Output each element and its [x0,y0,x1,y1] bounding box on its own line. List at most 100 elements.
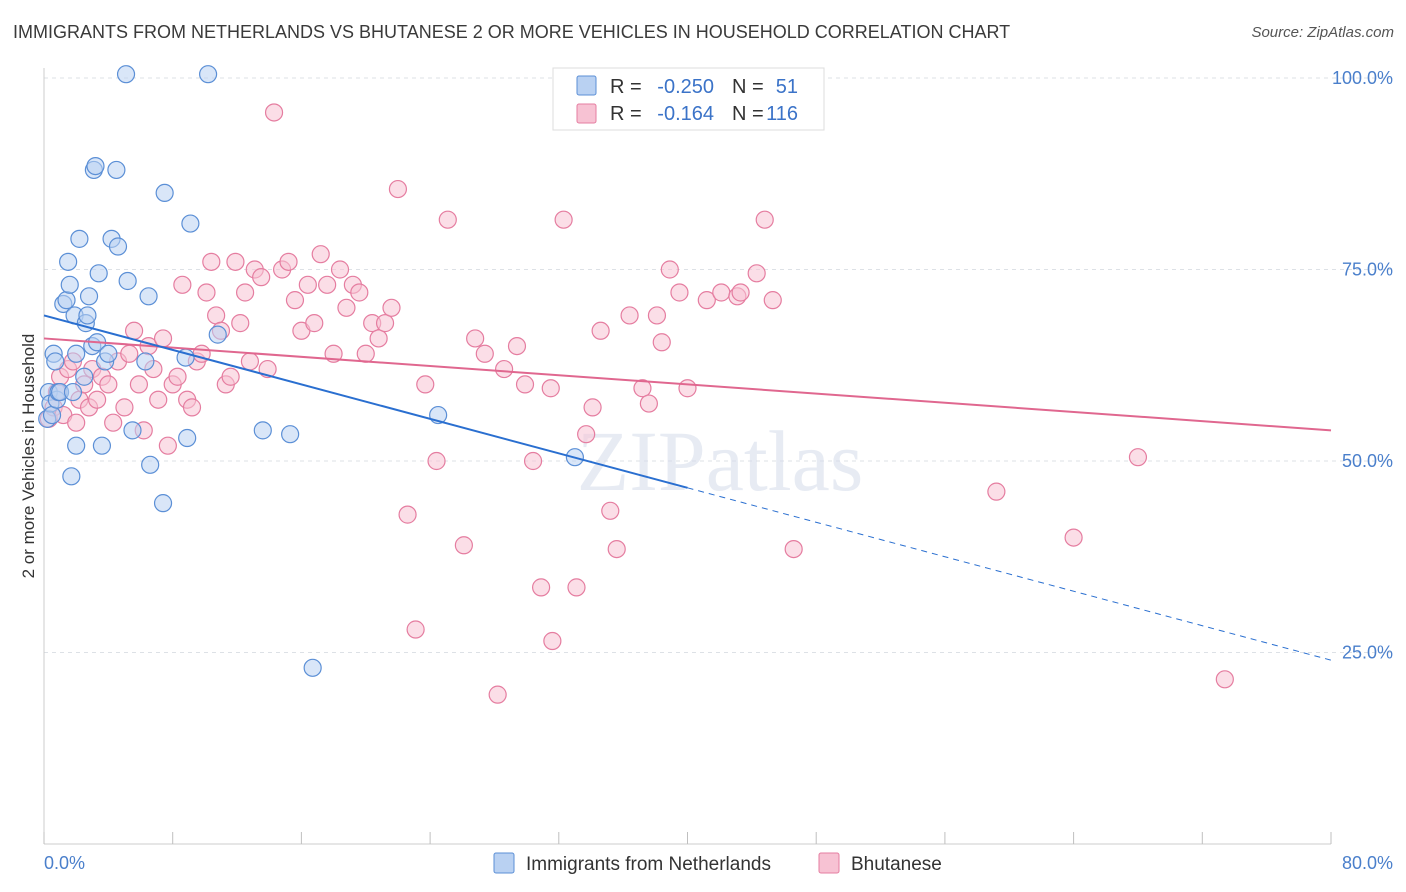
data-point-bhutanese [601,501,620,520]
data-point-bhutanese [755,210,774,229]
data-point-bhutanese [427,451,446,471]
data-point-bhutanese [607,539,626,559]
data-point-bhutanese [382,298,401,317]
data-point-bhutanese [120,344,139,363]
data-point-bhutanese [567,578,586,597]
data-point-bhutanese [350,283,369,302]
data-point-bhutanese [129,375,149,394]
data-point-bhutanese [647,306,667,325]
data-point-netherlands [46,352,65,371]
data-point-bhutanese [207,306,226,325]
x-tick-label: 0.0% [44,853,85,873]
data-point-netherlands [67,344,86,363]
trend-line-netherlands-extension [687,487,1332,661]
data-point-bhutanese [197,283,216,302]
data-point-bhutanese [99,375,118,394]
chart-source: Source: ZipAtlas.com [1251,24,1394,41]
data-point-bhutanese [620,306,639,325]
data-point-bhutanese [67,413,86,432]
data-point-netherlands [281,425,300,444]
data-point-bhutanese [124,321,144,340]
legend-label-netherlands: Immigrants from Netherlands [526,854,771,875]
data-point-netherlands [153,494,173,513]
data-point-netherlands [89,264,108,283]
data-point-netherlands [198,65,218,84]
data-point-bhutanese [784,539,803,559]
data-point-netherlands [178,428,197,448]
data-point-bhutanese [697,291,716,310]
data-point-netherlands [123,421,142,440]
data-point-bhutanese [388,179,408,199]
data-point-bhutanese [318,275,337,294]
data-point-netherlands [107,160,126,180]
data-point-bhutanese [158,436,177,455]
data-point-netherlands [86,156,105,176]
data-point-bhutanese [731,283,750,302]
data-point-netherlands [136,352,155,371]
data-point-bhutanese [115,398,134,417]
data-point-bhutanese [375,314,395,333]
watermark: ZIPatlas [577,413,864,509]
data-point-bhutanese [104,413,123,432]
y-tick-label: 75.0% [1342,260,1393,280]
data-point-netherlands [99,344,118,363]
data-point-bhutanese [153,329,173,348]
stats-swatch-pink [576,103,597,124]
data-point-bhutanese [495,359,514,379]
data-point-bhutanese [298,275,317,294]
data-point-bhutanese [168,367,187,386]
data-point-netherlands [70,229,89,248]
stats-n-label-blue: N = [732,76,764,98]
data-point-netherlands [208,325,227,344]
data-point-bhutanese [240,352,260,371]
data-point-bhutanese [652,333,671,352]
data-point-netherlands [42,405,62,425]
data-point-bhutanese [264,103,284,122]
data-point-bhutanese [279,252,298,271]
trend-lines [43,314,1332,661]
data-point-netherlands [303,658,322,677]
data-point-bhutanese [747,264,766,283]
trend-line-bhutanese [43,337,1332,432]
data-point-bhutanese [1064,528,1083,547]
data-point-bhutanese [416,375,435,394]
data-point-netherlands [118,271,137,291]
data-point-bhutanese [87,390,107,409]
data-point-bhutanese [678,379,697,398]
data-point-bhutanese [515,375,535,394]
data-point-bhutanese [454,536,473,555]
data-point-bhutanese [475,344,494,363]
data-point-bhutanese [639,394,658,413]
data-point-bhutanese [541,379,560,398]
data-point-bhutanese [1215,670,1234,689]
chart-title: IMMIGRANTS FROM NETHERLANDS VS BHUTANESE… [13,22,1011,42]
data-point-netherlands [62,467,81,486]
data-point-bhutanese [149,390,168,409]
data-point-bhutanese [311,245,330,264]
stats-r-value-blue: -0.250 [657,76,714,98]
stats-n-label-pink: N = [732,103,764,125]
stats-swatch-blue [576,75,597,96]
data-point-bhutanese [987,482,1006,501]
data-point-bhutanese [532,578,551,597]
stats-legend: R = -0.250 N = 51 R = -0.164 N = 116 [552,67,825,131]
data-point-netherlands [141,455,160,474]
data-point-bhutanese [406,620,425,639]
data-point-bhutanese [488,685,507,704]
data-point-netherlands [116,65,136,84]
data-point-bhutanese [330,260,350,279]
data-point-netherlands [79,287,99,306]
data-point-bhutanese [712,283,731,302]
data-point-bhutanese [398,505,417,524]
stats-n-value-pink: 116 [766,103,798,125]
data-point-bhutanese [577,425,596,444]
data-point-bhutanese [226,252,245,271]
stats-n-value-blue: 51 [776,76,798,98]
y-tick-label: 100.0% [1332,68,1393,88]
data-point-netherlands [67,436,86,455]
stats-r-label-pink: R = [610,103,642,125]
series-bhutanese [39,103,1234,704]
data-point-bhutanese [466,329,485,348]
data-point-netherlands [60,275,79,294]
data-point-bhutanese [1128,448,1148,467]
